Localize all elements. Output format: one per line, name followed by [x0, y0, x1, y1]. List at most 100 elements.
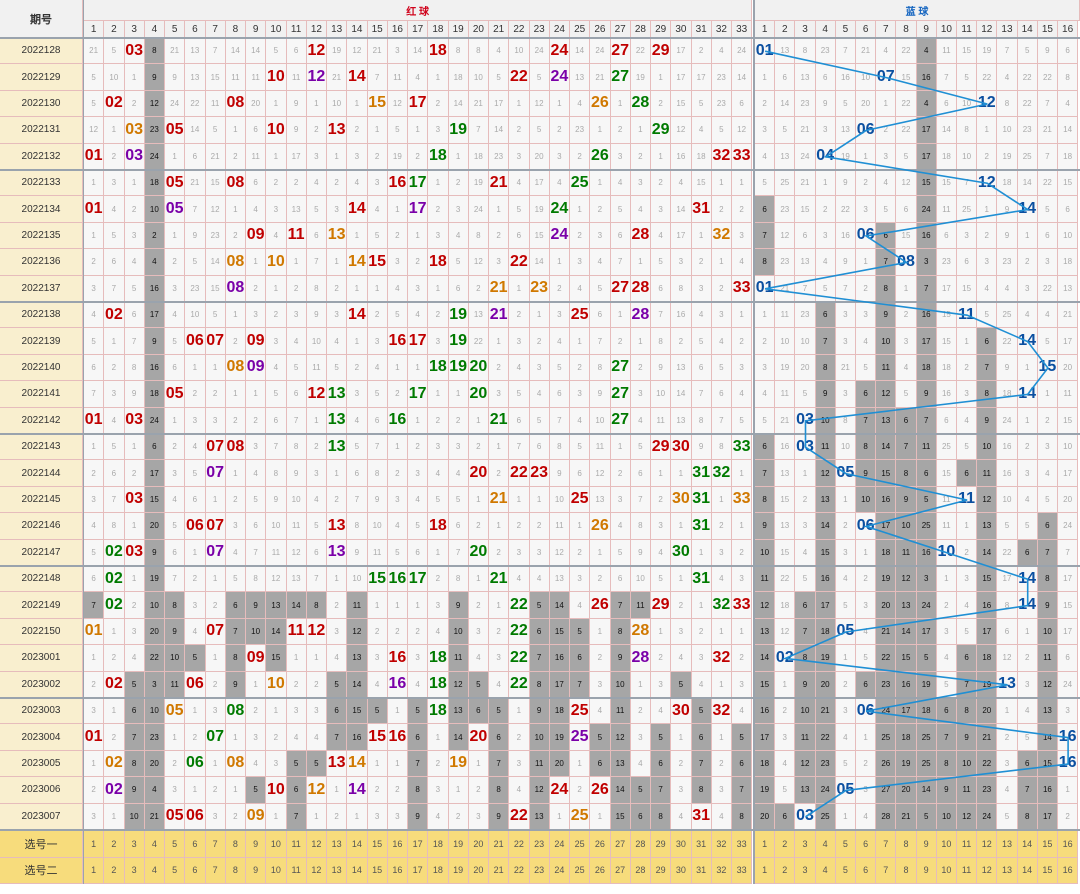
blue-miss-count: 15	[795, 196, 816, 223]
group-separator	[0, 37, 1080, 39]
red-ball-number: 31	[691, 460, 712, 487]
period-cell: 2022149	[0, 592, 83, 619]
period-cell: 2022143	[0, 434, 83, 461]
red-miss-count: 2	[387, 618, 408, 646]
red-blue-divider	[753, 0, 755, 884]
red-ball-number: 21	[489, 486, 510, 514]
group-separator	[0, 433, 1080, 435]
red-miss-count: 2	[529, 513, 550, 540]
red-miss-count: 4	[367, 196, 388, 223]
red-ball-number: 18	[428, 143, 449, 170]
red-ball-number: 10	[266, 249, 287, 276]
pick-red-number: 19	[448, 831, 469, 858]
red-miss-count: 8	[549, 434, 570, 461]
blue-miss-count: 25	[876, 724, 897, 751]
red-miss-count: 8	[468, 38, 489, 65]
red-ball-number: 02	[104, 566, 125, 593]
blue-miss-count: 22	[997, 328, 1018, 355]
red-miss-count: 4	[266, 222, 287, 250]
red-miss-count: 3	[590, 671, 611, 698]
red-column-number: 26	[590, 21, 611, 38]
red-miss-count: 9	[489, 803, 510, 830]
blue-column-number: 16	[1058, 21, 1079, 38]
red-ball-number: 22	[509, 64, 530, 91]
red-miss-count: 1	[266, 275, 287, 302]
red-miss-count: 1	[468, 566, 489, 593]
red-miss-count: 11	[630, 592, 651, 619]
red-miss-count: 9	[124, 381, 145, 408]
red-ball-number: 27	[610, 381, 631, 408]
red-miss-count: 4	[246, 460, 267, 487]
blue-miss-count: 5	[1017, 513, 1038, 540]
red-miss-count: 1	[651, 618, 672, 646]
blue-miss-count: 3	[755, 354, 776, 382]
period-cell: 2022141	[0, 381, 83, 408]
red-miss-count: 1	[225, 777, 246, 804]
blue-column-number: 3	[795, 21, 816, 38]
red-miss-count: 9	[408, 803, 429, 830]
red-miss-count: 2	[732, 539, 753, 566]
blue-miss-count: 10	[1058, 434, 1079, 461]
period-cell: 2022137	[0, 275, 83, 302]
red-miss-count: 18	[691, 143, 712, 170]
red-ball-number: 17	[408, 170, 429, 197]
red-miss-count: 3	[529, 354, 550, 382]
red-miss-count: 22	[468, 328, 489, 355]
blue-miss-count: 8	[755, 486, 776, 514]
blue-ball-number: 05	[835, 618, 856, 646]
blue-miss-count: 3	[755, 117, 776, 144]
red-ball-number: 21	[489, 407, 510, 434]
red-miss-count: 1	[408, 354, 429, 382]
red-miss-count: 6	[84, 354, 105, 382]
red-miss-count: 10	[468, 64, 489, 91]
red-ball-number: 02	[104, 539, 125, 566]
blue-miss-count: 16	[1037, 777, 1058, 804]
blue-miss-count: 4	[896, 354, 917, 382]
red-ball-number: 08	[225, 275, 246, 302]
red-ball-number: 11	[286, 222, 307, 250]
blue-miss-count: 5	[876, 196, 897, 223]
red-ball-number: 24	[549, 222, 570, 250]
blue-miss-count: 5	[957, 618, 978, 646]
red-ball-number: 08	[225, 170, 246, 197]
red-miss-count: 2	[489, 539, 510, 566]
red-column-number: 15	[367, 21, 388, 38]
red-ball-number: 13	[327, 434, 348, 461]
red-ball-number: 10	[266, 777, 287, 804]
red-miss-count: 1	[327, 566, 348, 593]
red-miss-count: 9	[266, 486, 287, 514]
blue-miss-count: 23	[795, 302, 816, 329]
red-miss-count: 12	[610, 724, 631, 751]
blue-miss-count: 15	[1058, 170, 1079, 197]
red-miss-count: 1	[671, 513, 692, 540]
blue-miss-count: 10	[876, 328, 897, 355]
blue-miss-count: 6	[936, 698, 957, 725]
red-miss-count: 13	[671, 354, 692, 382]
red-miss-count: 4	[306, 170, 327, 197]
blue-miss-count: 11	[977, 460, 998, 487]
red-miss-count: 1	[448, 777, 469, 804]
red-miss-count: 6	[225, 592, 246, 619]
period-cell: 2022138	[0, 302, 83, 329]
red-miss-count: 1	[509, 90, 530, 118]
blue-miss-count: 16	[936, 381, 957, 408]
pick-red-number: 16	[387, 831, 408, 858]
red-miss-count: 6	[347, 460, 368, 487]
red-miss-count: 7	[590, 328, 611, 355]
pick-blue-number: 15	[1037, 857, 1058, 884]
blue-miss-count: 8	[957, 117, 978, 144]
red-ball-number: 26	[590, 90, 611, 118]
red-miss-count: 17	[489, 90, 510, 118]
pick-blue-number: 6	[856, 831, 877, 858]
red-ball-number: 18	[428, 645, 449, 672]
red-miss-count: 1	[671, 724, 692, 751]
blue-miss-count: 25	[916, 750, 937, 778]
red-miss-count: 6	[570, 460, 591, 487]
red-miss-count: 9	[286, 460, 307, 487]
red-miss-count: 8	[144, 38, 165, 65]
pick-blue-number: 6	[856, 857, 877, 884]
pick-red-number: 12	[306, 831, 327, 858]
red-miss-count: 3	[347, 381, 368, 408]
blue-miss-count: 18	[1058, 143, 1079, 170]
red-miss-count: 10	[165, 645, 186, 672]
